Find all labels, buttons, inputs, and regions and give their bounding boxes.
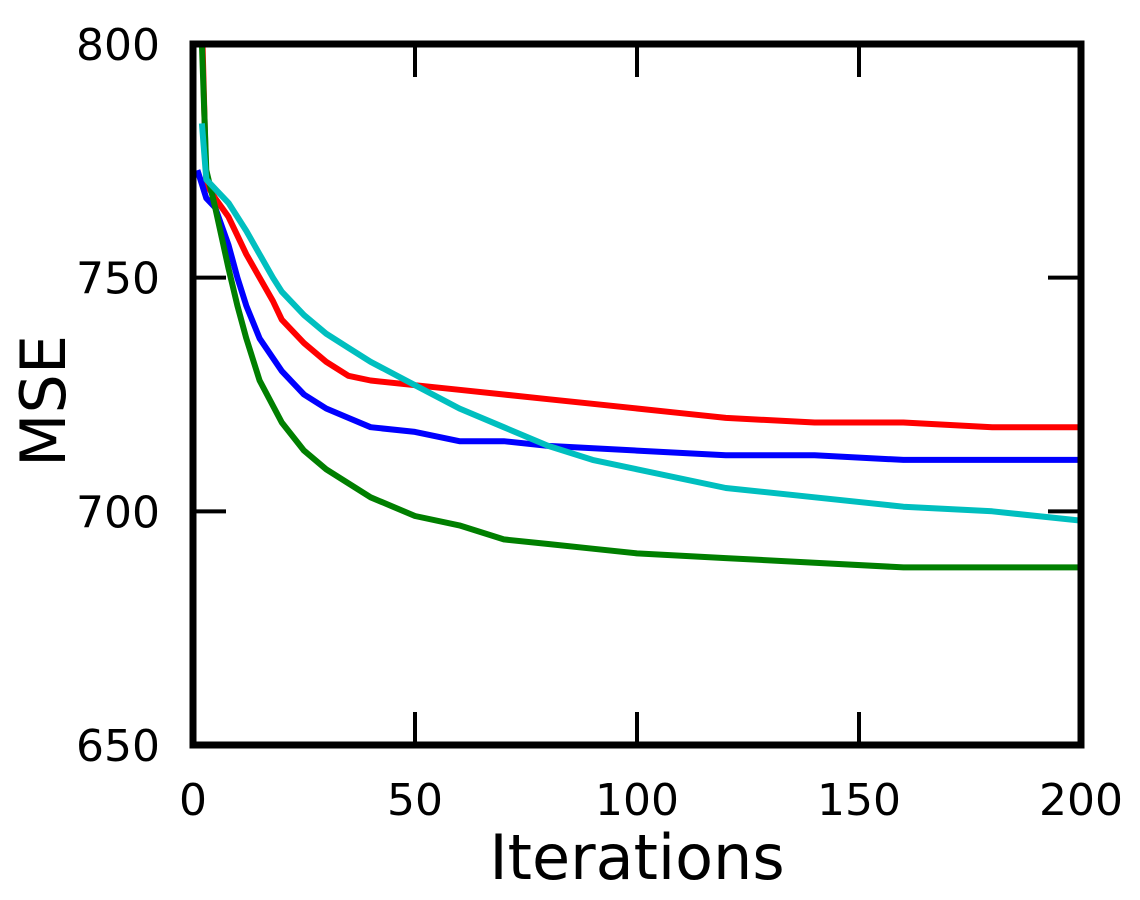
y-tick-label: 700 <box>76 487 160 538</box>
x-tick-label: 100 <box>595 775 679 826</box>
x-tick-label: 200 <box>1039 775 1123 826</box>
series-line-1 <box>199 44 1081 431</box>
y-axis-label: MSE <box>7 335 80 467</box>
x-tick-label: 150 <box>817 775 901 826</box>
series-line-3 <box>198 44 1081 571</box>
y-tick-label: 800 <box>76 20 160 71</box>
plot-frame <box>189 40 1085 749</box>
series-line-2 <box>194 169 1081 463</box>
series-line-4 <box>198 123 1081 524</box>
series-layer <box>194 44 1081 571</box>
tick-labels: 0 50 100 150 200 650 700 750 800 <box>76 20 1123 826</box>
ticks-layer <box>191 42 1083 747</box>
x-tick-label: 50 <box>387 775 443 826</box>
x-tick-label: 0 <box>179 775 207 826</box>
x-axis-label: Iterations <box>489 821 784 894</box>
y-tick-label: 650 <box>76 721 160 772</box>
y-tick-label: 750 <box>76 254 160 305</box>
